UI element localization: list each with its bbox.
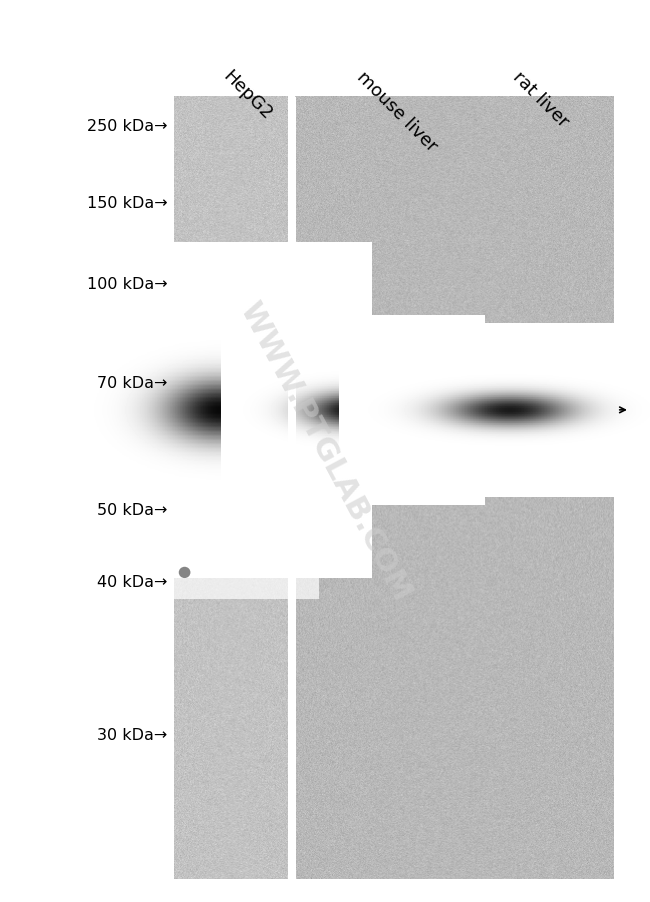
Text: WWW.PTGLAB.COM: WWW.PTGLAB.COM	[234, 297, 416, 605]
Ellipse shape	[179, 567, 190, 578]
Text: 40 kDa→: 40 kDa→	[98, 575, 168, 589]
Text: 70 kDa→: 70 kDa→	[98, 376, 168, 391]
Text: 50 kDa→: 50 kDa→	[98, 502, 168, 517]
Text: HepG2: HepG2	[220, 68, 276, 124]
Bar	[288, 97, 296, 879]
Text: rat liver: rat liver	[510, 68, 573, 131]
Text: mouse liver: mouse liver	[353, 68, 440, 155]
Text: 30 kDa→: 30 kDa→	[98, 728, 168, 742]
Text: 100 kDa→: 100 kDa→	[87, 277, 168, 291]
Text: 150 kDa→: 150 kDa→	[87, 196, 168, 210]
Text: 250 kDa→: 250 kDa→	[87, 119, 168, 133]
